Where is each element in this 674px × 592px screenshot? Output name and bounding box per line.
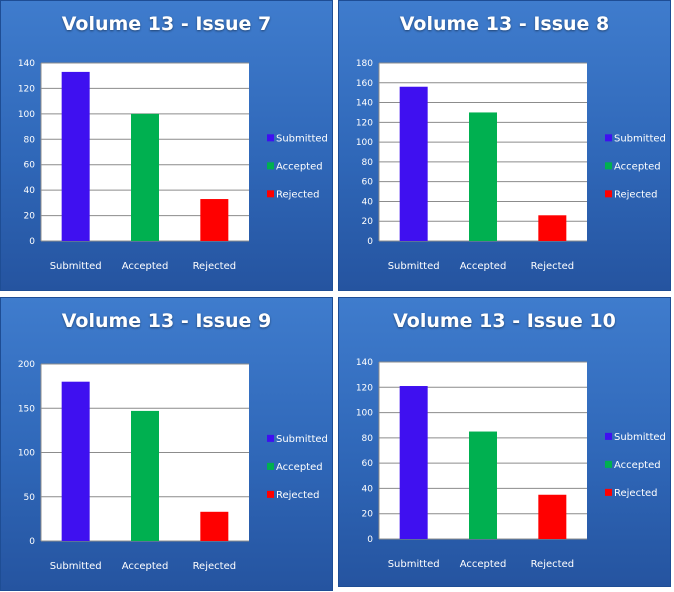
bar-accepted — [131, 410, 159, 541]
legend-swatch-accepted — [605, 162, 612, 170]
y-tick-label: 0 — [29, 237, 35, 247]
y-tick-label: 80 — [24, 135, 36, 145]
y-tick-label: 100 — [18, 110, 35, 120]
legend-swatch-submitted — [605, 432, 612, 440]
legend-label: Rejected — [276, 490, 320, 501]
x-category-label: Rejected — [531, 261, 575, 272]
bar-submitted — [399, 86, 428, 241]
bar-accepted — [469, 431, 497, 539]
y-tick-label: 60 — [362, 178, 374, 188]
legend-label: Submitted — [276, 133, 328, 144]
chart-title: Volume 13 - Issue 7 — [61, 13, 272, 35]
legend-label: Rejected — [276, 189, 320, 200]
x-category-label: Accepted — [122, 261, 169, 272]
bar-submitted — [399, 386, 428, 539]
legend-swatch-rejected — [267, 190, 274, 198]
legend-swatch-submitted — [267, 134, 274, 142]
legend-label: Rejected — [614, 488, 658, 499]
y-tick-label: 20 — [24, 212, 36, 222]
legend-label: Submitted — [276, 434, 328, 445]
bar-submitted — [61, 381, 90, 541]
y-tick-label: 60 — [24, 161, 36, 171]
chart-panel-issue-8: Volume 13 - Issue 8 0 20 40 60 80 100 120 140 16… — [338, 0, 671, 291]
legend-swatch-rejected — [267, 490, 274, 498]
y-tick-label: 100 — [18, 449, 35, 459]
bar-rejected — [538, 494, 567, 539]
y-tick-label: 140 — [18, 59, 35, 69]
bar-chart-issue-9: 0 50 100 150 200 Submitted Accepted Rejected Sub… — [18, 360, 328, 572]
legend-label: Submitted — [614, 432, 666, 443]
y-tick-label: 120 — [356, 118, 373, 128]
chart-panel-issue-10: Volume 13 - Issue 10 0 20 40 60 80 100 120 140 S… — [338, 297, 671, 587]
legend-swatch-submitted — [605, 134, 612, 142]
chart-panel-issue-7: Volume 13 - Issue 7 0 20 40 60 80 100 120 140 Su… — [0, 0, 333, 291]
chart-title: Volume 13 - Issue 9 — [61, 310, 272, 332]
bar-accepted — [131, 113, 159, 241]
legend-label: Rejected — [614, 189, 658, 200]
y-tick-label: 0 — [367, 237, 373, 247]
legend-swatch-accepted — [605, 460, 612, 468]
bar-rejected — [538, 215, 567, 241]
legend-label: Accepted — [276, 462, 323, 473]
legend-swatch-submitted — [267, 434, 274, 442]
y-tick-label: 40 — [362, 484, 374, 494]
y-tick-label: 20 — [362, 217, 374, 227]
y-tick-label: 40 — [362, 197, 374, 207]
y-tick-label: 120 — [356, 383, 373, 393]
legend-label: Submitted — [614, 133, 666, 144]
x-category-label: Submitted — [388, 261, 440, 272]
legend-swatch-accepted — [267, 162, 274, 170]
y-tick-label: 140 — [356, 99, 373, 109]
y-tick-label: 80 — [362, 434, 374, 444]
y-tick-label: 100 — [356, 409, 373, 419]
y-tick-label: 0 — [367, 535, 373, 545]
bar-rejected — [200, 199, 229, 241]
x-category-label: Accepted — [460, 559, 507, 570]
y-tick-label: 50 — [24, 493, 36, 503]
x-category-label: Submitted — [50, 561, 102, 572]
x-category-label: Accepted — [460, 261, 507, 272]
y-tick-label: 180 — [356, 59, 373, 69]
bar-rejected — [200, 511, 229, 541]
legend-swatch-accepted — [267, 462, 274, 470]
x-category-label: Submitted — [388, 559, 440, 570]
bar-chart-issue-8: 0 20 40 60 80 100 120 140 160 180 Submitted Accepte… — [356, 59, 666, 272]
y-tick-label: 150 — [18, 404, 35, 414]
y-tick-label: 40 — [24, 186, 36, 196]
x-category-label: Rejected — [193, 561, 237, 572]
chart-title: Volume 13 - Issue 10 — [393, 310, 616, 332]
legend-swatch-rejected — [605, 488, 612, 496]
y-tick-label: 140 — [356, 358, 373, 368]
y-tick-label: 80 — [362, 158, 374, 168]
legend-label: Accepted — [614, 161, 661, 172]
bar-chart-issue-10: 0 20 40 60 80 100 120 140 Submitted Accepted Rejec… — [356, 358, 666, 570]
y-tick-label: 160 — [356, 79, 373, 89]
y-tick-label: 0 — [29, 537, 35, 547]
x-category-label: Submitted — [50, 261, 102, 272]
x-category-label: Rejected — [193, 261, 237, 272]
bar-accepted — [469, 112, 497, 241]
y-tick-label: 120 — [18, 84, 35, 94]
chart-title: Volume 13 - Issue 8 — [399, 13, 610, 35]
x-category-label: Rejected — [531, 559, 575, 570]
chart-panel-issue-9: Volume 13 - Issue 9 0 50 100 150 200 Submitte… — [0, 297, 333, 591]
bar-submitted — [61, 71, 90, 242]
legend-label: Accepted — [276, 161, 323, 172]
x-category-label: Accepted — [122, 561, 169, 572]
y-tick-label: 60 — [362, 459, 374, 469]
y-tick-label: 100 — [356, 138, 373, 148]
legend-swatch-rejected — [605, 190, 612, 198]
bar-chart-issue-7: 0 20 40 60 80 100 120 140 Submitted Accepted Rejec… — [18, 59, 328, 272]
y-tick-label: 20 — [362, 510, 374, 520]
legend-label: Accepted — [614, 460, 661, 471]
y-tick-label: 200 — [18, 360, 35, 370]
